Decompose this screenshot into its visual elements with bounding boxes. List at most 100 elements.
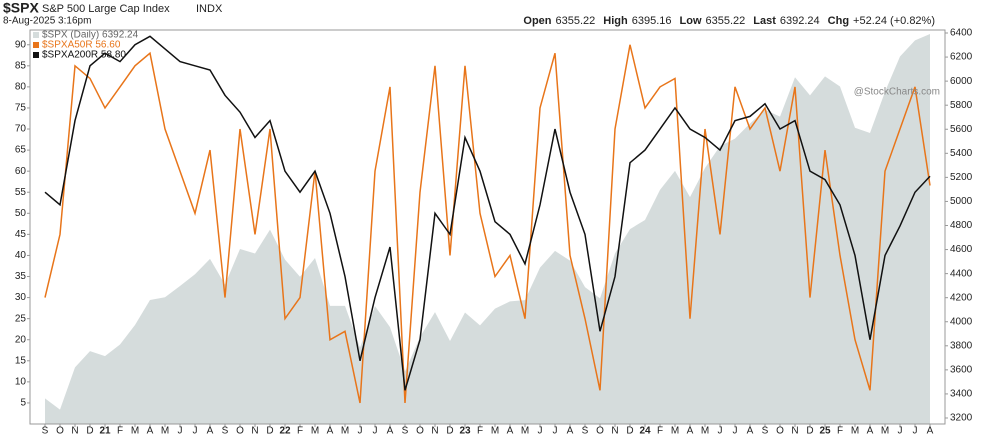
legend-swatch xyxy=(33,42,39,48)
x-tick-label: J xyxy=(898,426,903,437)
x-tick-label: D xyxy=(446,426,453,437)
x-tick-label: J xyxy=(718,426,723,437)
x-tick-label: M xyxy=(851,426,859,437)
y-tick-label: 35 xyxy=(15,271,27,282)
y-tick-label: 10 xyxy=(15,377,27,388)
x-tick-label: A xyxy=(747,426,754,437)
y-tick-label: 60 xyxy=(15,166,27,177)
quote-value: +52.24 (+0.82%) xyxy=(853,15,935,27)
quote-label: High xyxy=(603,15,628,27)
y-tick-label: 5 xyxy=(20,398,26,409)
x-tick-label: N xyxy=(71,426,78,437)
y2-tick-label: 6200 xyxy=(950,52,973,63)
x-tick-label: A xyxy=(507,426,514,437)
x-tick-label: O xyxy=(416,426,424,437)
y-tick-label: 90 xyxy=(15,39,27,50)
quote-label: Chg xyxy=(828,15,849,27)
x-tick-label: M xyxy=(701,426,709,437)
x-tick-label: 21 xyxy=(99,426,111,437)
quote-value: 6392.24 xyxy=(780,15,820,27)
legend-swatch xyxy=(33,32,39,38)
x-tick-label: N xyxy=(251,426,258,437)
y-tick-label: 40 xyxy=(15,250,27,261)
y-tick-label: 65 xyxy=(15,145,27,156)
x-tick-label: M xyxy=(521,426,529,437)
x-tick-label: M xyxy=(131,426,139,437)
x-tick-label: S xyxy=(402,426,409,437)
x-tick-label: J xyxy=(553,426,558,437)
y2-tick-label: 5200 xyxy=(950,172,973,183)
y-tick-label: 70 xyxy=(15,124,27,135)
y2-tick-label: 3800 xyxy=(950,340,973,351)
y2-tick-label: 4200 xyxy=(950,292,973,303)
y-tick-label: 75 xyxy=(15,103,27,114)
y2-tick-label: 4600 xyxy=(950,244,973,255)
x-tick-label: A xyxy=(327,426,334,437)
x-tick-label: O xyxy=(56,426,64,437)
x-tick-label: S xyxy=(42,426,49,437)
y-tick-label: 80 xyxy=(15,82,27,93)
plot-frame xyxy=(29,29,946,425)
x-tick-label: J xyxy=(193,426,198,437)
y2-tick-label: 4800 xyxy=(950,220,973,231)
y2-tick-label: 5400 xyxy=(950,148,973,159)
x-tick-label: F xyxy=(117,426,123,437)
y-tick-label: 55 xyxy=(15,187,27,198)
legend-label: $SPX (Daily) 6392.24 xyxy=(42,30,139,41)
x-tick-label: A xyxy=(687,426,694,437)
y2-tick-label: 4000 xyxy=(950,316,973,327)
legend-swatch xyxy=(33,52,39,58)
y-tick-label: 85 xyxy=(15,60,27,71)
exchange: INDX xyxy=(196,3,223,15)
x-tick-label: A xyxy=(207,426,214,437)
y2-tick-label: 6400 xyxy=(950,28,973,39)
x-tick-label: N xyxy=(611,426,618,437)
y-tick-label: 20 xyxy=(15,334,27,345)
x-tick-label: J xyxy=(358,426,363,437)
x-tick-label: J xyxy=(373,426,378,437)
x-tick-label: A xyxy=(147,426,154,437)
x-tick-label: M xyxy=(881,426,889,437)
y-tick-label: 45 xyxy=(15,229,27,240)
x-tick-label: 25 xyxy=(819,426,831,437)
x-tick-label: O xyxy=(776,426,784,437)
x-tick-label: 24 xyxy=(639,426,651,437)
chart-subtitle: S&P 500 Large Cap Index xyxy=(42,3,170,15)
quote: Open 6355.22 High 6395.16 Low 6355.22 Last 6392… xyxy=(523,15,935,27)
x-tick-label: O xyxy=(236,426,244,437)
y2-tick-label: 3400 xyxy=(950,389,973,400)
y2-tick-label: 3600 xyxy=(950,365,973,376)
x-tick-label: 22 xyxy=(279,426,291,437)
quote-label: Last xyxy=(753,15,776,27)
x-tick-label: 23 xyxy=(459,426,471,437)
x-tick-label: F xyxy=(297,426,303,437)
x-tick-label: O xyxy=(596,426,604,437)
legend-label: $SPXA200R 58.80 xyxy=(42,50,126,61)
x-tick-label: A xyxy=(927,426,934,437)
x-tick-label: S xyxy=(222,426,229,437)
x-tick-label: A xyxy=(867,426,874,437)
chart-title: $SPX xyxy=(3,0,39,16)
y-tick-label: 25 xyxy=(15,313,27,324)
y-tick-label: 30 xyxy=(15,292,27,303)
y2-tick-label: 3200 xyxy=(950,413,973,424)
x-tick-label: J xyxy=(538,426,543,437)
x-tick-label: M xyxy=(341,426,349,437)
x-tick-label: F xyxy=(837,426,843,437)
line xyxy=(44,35,931,391)
quote-value: 6395.16 xyxy=(632,15,672,27)
x-tick-label: M xyxy=(671,426,679,437)
date: 8-Aug-2025 3:16pm xyxy=(3,16,91,27)
y-tick-label: 50 xyxy=(15,208,27,219)
quote-value: 6355.22 xyxy=(556,15,596,27)
x-tick-label: S xyxy=(762,426,769,437)
x-tick-label: J xyxy=(913,426,918,437)
quote-label: Low xyxy=(680,15,702,27)
x-tick-label: J xyxy=(733,426,738,437)
x-tick-label: A xyxy=(387,426,394,437)
x-tick-label: F xyxy=(657,426,663,437)
x-tick-label: N xyxy=(791,426,798,437)
x-tick-label: S xyxy=(582,426,589,437)
x-tick-label: N xyxy=(431,426,438,437)
